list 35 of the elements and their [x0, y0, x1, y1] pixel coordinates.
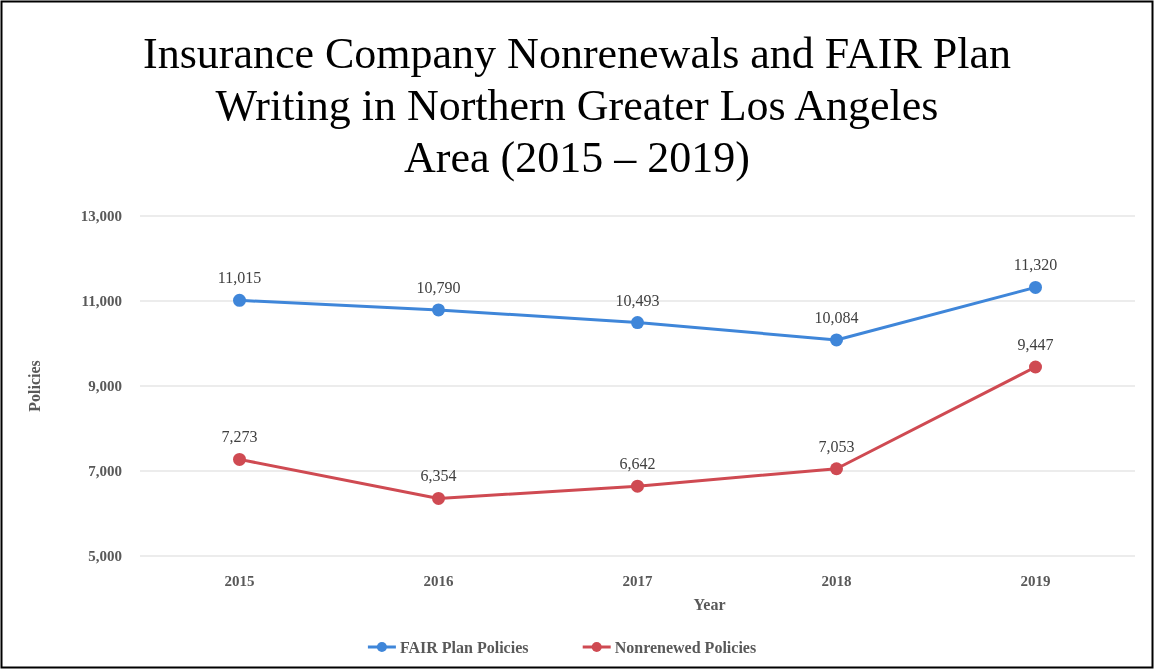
y-tick-label: 7,000 — [88, 463, 122, 480]
data-label: 7,273 — [221, 428, 258, 446]
x-tick-label: 2019 — [1020, 573, 1051, 589]
point — [830, 333, 843, 347]
x-tick-label: 2018 — [821, 573, 852, 589]
data-label: 7,053 — [818, 437, 855, 455]
data-label: 10,790 — [416, 278, 461, 296]
data-label: 10,084 — [814, 308, 859, 326]
point — [1029, 360, 1042, 374]
x-axis-title: Year — [693, 596, 726, 613]
x-tick-label: 2015 — [224, 573, 255, 589]
y-tick-label: 5,000 — [88, 548, 122, 565]
point — [233, 293, 246, 307]
point — [432, 491, 445, 505]
data-label: 11,015 — [217, 269, 262, 287]
y-axis-title: Policies — [26, 360, 43, 412]
data-label: 10,493 — [615, 291, 660, 309]
data-label: 6,354 — [420, 467, 457, 485]
point — [432, 303, 445, 317]
chart-title: Insurance Company Nonrenewals and FAIR Plan Writing in Northern Greater Los Angeles Area (2015 – 2019) — [143, 29, 1011, 182]
data-label: 11,320 — [1013, 256, 1058, 274]
point — [631, 479, 644, 493]
point — [1029, 280, 1042, 294]
x-tick-label: 2016 — [423, 573, 454, 589]
legend-label: FAIR Plan Policies — [399, 638, 529, 656]
y-tick-label: 9,000 — [88, 378, 122, 395]
x-tick-label: 2017 — [622, 573, 653, 589]
point — [830, 462, 843, 476]
data-label: 9,447 — [1017, 336, 1054, 353]
legend-label: Nonrenewed Policies — [614, 638, 757, 656]
data-label: 6,642 — [619, 455, 656, 473]
y-tick-label: 11,000 — [81, 293, 122, 310]
point — [631, 316, 644, 330]
point — [233, 452, 246, 466]
y-tick-label: 13,000 — [80, 208, 122, 225]
